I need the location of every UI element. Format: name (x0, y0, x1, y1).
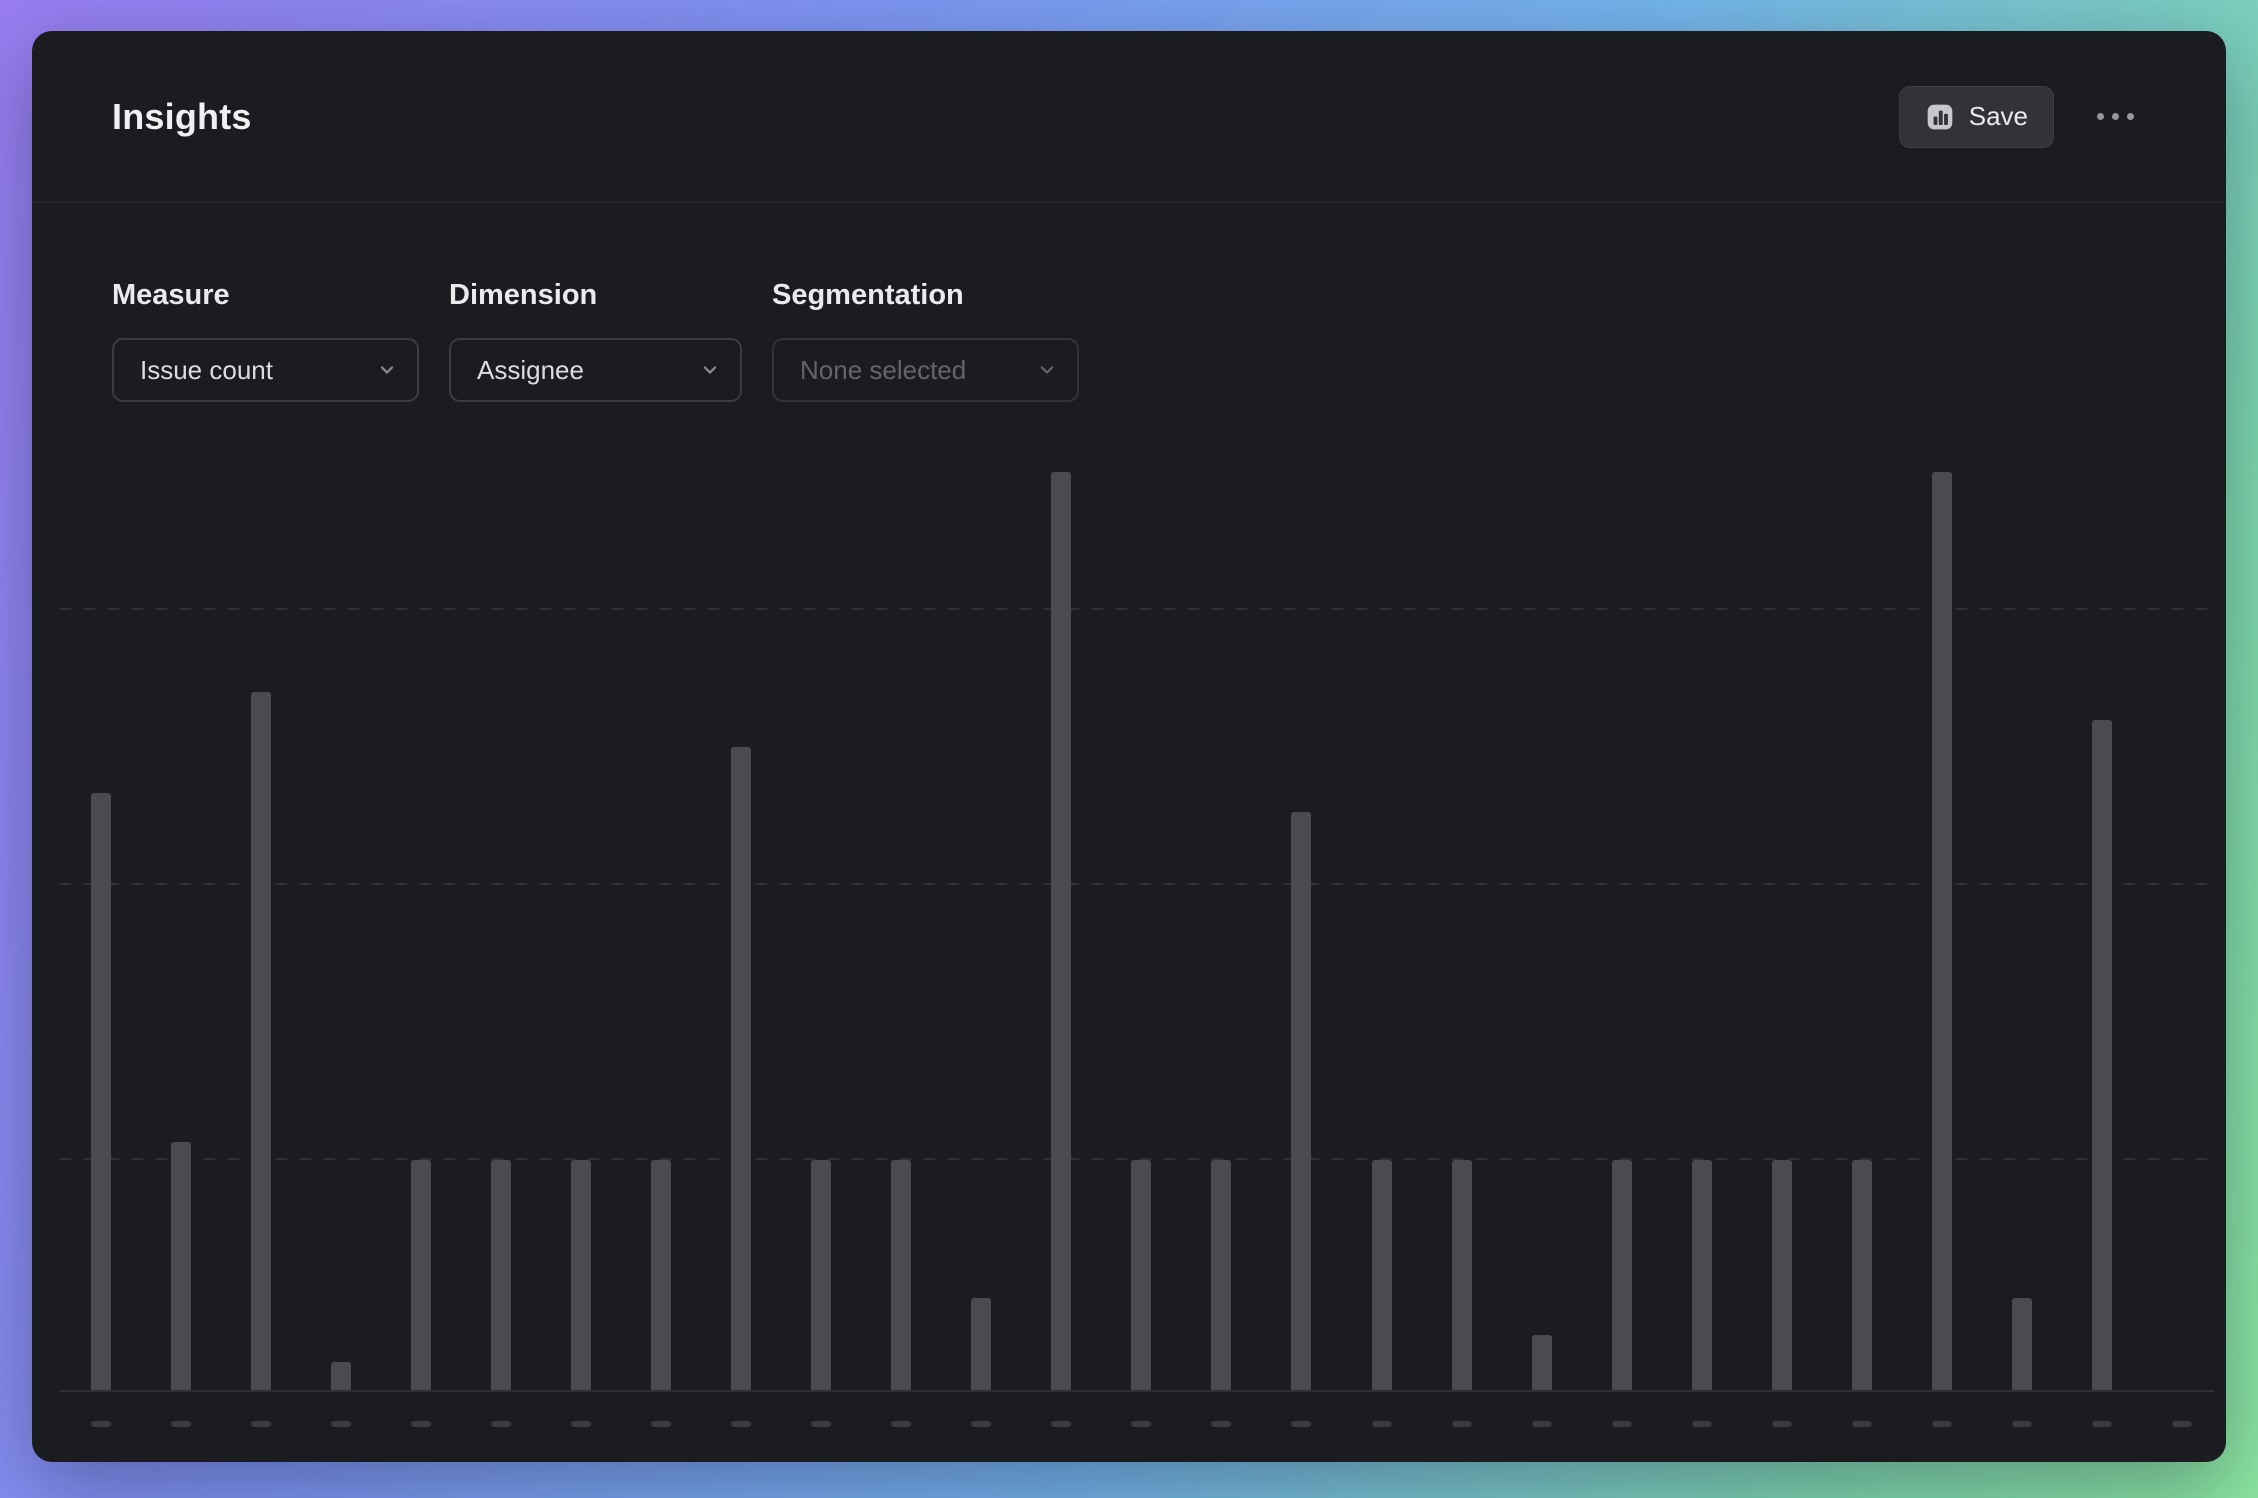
chart-x-tick (971, 1421, 992, 1427)
chart-bar[interactable] (2091, 719, 2112, 1390)
chart-bar[interactable] (651, 1160, 672, 1390)
chart-bar[interactable] (1691, 1160, 1712, 1390)
dimension-dropdown[interactable]: Assignee (449, 338, 742, 402)
chart-x-tick (1451, 1421, 1472, 1427)
segmentation-control: Segmentation None selected (772, 279, 1079, 402)
measure-control: Measure Issue count (112, 279, 419, 402)
chart-bar[interactable] (1931, 471, 1952, 1390)
chart-bar[interactable] (1291, 811, 1312, 1390)
measure-dropdown[interactable]: Issue count (112, 338, 419, 402)
chart-x-tick (491, 1421, 512, 1427)
chart-bar[interactable] (91, 793, 111, 1390)
dimension-dropdown-value: Assignee (477, 354, 584, 385)
chart-bar[interactable] (2011, 1298, 2032, 1390)
measure-dropdown-value: Issue count (140, 354, 273, 385)
insights-bar-chart (32, 31, 2226, 1462)
chart-bar[interactable] (411, 1160, 432, 1390)
chart-x-tick (571, 1421, 592, 1427)
page-title: Insights (112, 95, 252, 137)
chart-x-tick (91, 1421, 111, 1427)
chart-x-tick (1211, 1421, 1232, 1427)
save-button-label: Save (1968, 101, 2028, 131)
chart-bar[interactable] (1451, 1160, 1472, 1390)
chart-x-tick (1051, 1421, 1072, 1427)
ellipsis-icon (2096, 113, 2104, 120)
chart-x-tick (1531, 1421, 1552, 1427)
chart-x-tick (2091, 1421, 2112, 1427)
insights-panel: Insights Save Measure Issue count (32, 31, 2226, 1462)
chart-bar[interactable] (1531, 1334, 1552, 1390)
panel-header: Insights Save (32, 31, 2226, 203)
chart-bar[interactable] (251, 692, 272, 1390)
dimension-control: Dimension Assignee (449, 279, 742, 402)
chart-x-tick (1291, 1421, 1312, 1427)
chevron-down-icon (1037, 360, 1057, 380)
chart-bar[interactable] (1051, 471, 1072, 1390)
chart-controls: Measure Issue count Dimension Assignee S… (32, 203, 2226, 402)
chart-x-tick (2171, 1421, 2192, 1427)
chart-x-tick (1771, 1421, 1792, 1427)
chart-x-tick (1131, 1421, 1152, 1427)
chart-x-tick (731, 1421, 752, 1427)
ellipsis-icon (2111, 113, 2119, 120)
measure-label: Measure (112, 279, 230, 311)
chart-x-tick (1931, 1421, 1952, 1427)
chart-bar[interactable] (731, 747, 752, 1390)
chart-x-tick (1691, 1421, 1712, 1427)
chart-x-tick (1371, 1421, 1392, 1427)
chart-x-tick (2011, 1421, 2032, 1427)
chart-bar[interactable] (891, 1160, 912, 1390)
chart-bar[interactable] (971, 1298, 992, 1390)
bar-chart-icon (1925, 102, 1955, 132)
chart-x-axis (60, 1390, 2214, 1392)
chart-x-tick (1851, 1421, 1872, 1427)
chart-bar[interactable] (491, 1160, 512, 1390)
chart-bar[interactable] (571, 1160, 592, 1390)
chart-bar[interactable] (1211, 1160, 1232, 1390)
segmentation-dropdown[interactable]: None selected (772, 338, 1079, 402)
chart-bar[interactable] (1771, 1160, 1792, 1390)
more-options-button[interactable] (2086, 88, 2144, 146)
chart-x-tick (171, 1421, 192, 1427)
chart-bar[interactable] (1851, 1160, 1872, 1390)
dimension-label: Dimension (449, 279, 598, 311)
save-button[interactable]: Save (1898, 85, 2054, 148)
chart-bar[interactable] (331, 1362, 352, 1390)
chart-x-tick (411, 1421, 432, 1427)
chevron-down-icon (700, 360, 720, 380)
chart-bar[interactable] (1611, 1160, 1632, 1390)
chart-x-tick (251, 1421, 272, 1427)
chart-bar[interactable] (1371, 1160, 1392, 1390)
chart-bar[interactable] (171, 1142, 192, 1390)
ellipsis-icon (2126, 113, 2134, 120)
chart-x-tick (331, 1421, 352, 1427)
segmentation-dropdown-value: None selected (800, 354, 967, 385)
chart-x-tick (651, 1421, 672, 1427)
chart-bar[interactable] (811, 1160, 832, 1390)
segmentation-label: Segmentation (772, 279, 964, 311)
chart-x-ticks (91, 1421, 2192, 1427)
chart-bar[interactable] (1131, 1160, 1152, 1390)
chart-bars (91, 426, 2192, 1390)
chart-x-tick (1611, 1421, 1632, 1427)
chevron-down-icon (377, 360, 397, 380)
chart-x-tick (891, 1421, 912, 1427)
chart-x-tick (811, 1421, 832, 1427)
